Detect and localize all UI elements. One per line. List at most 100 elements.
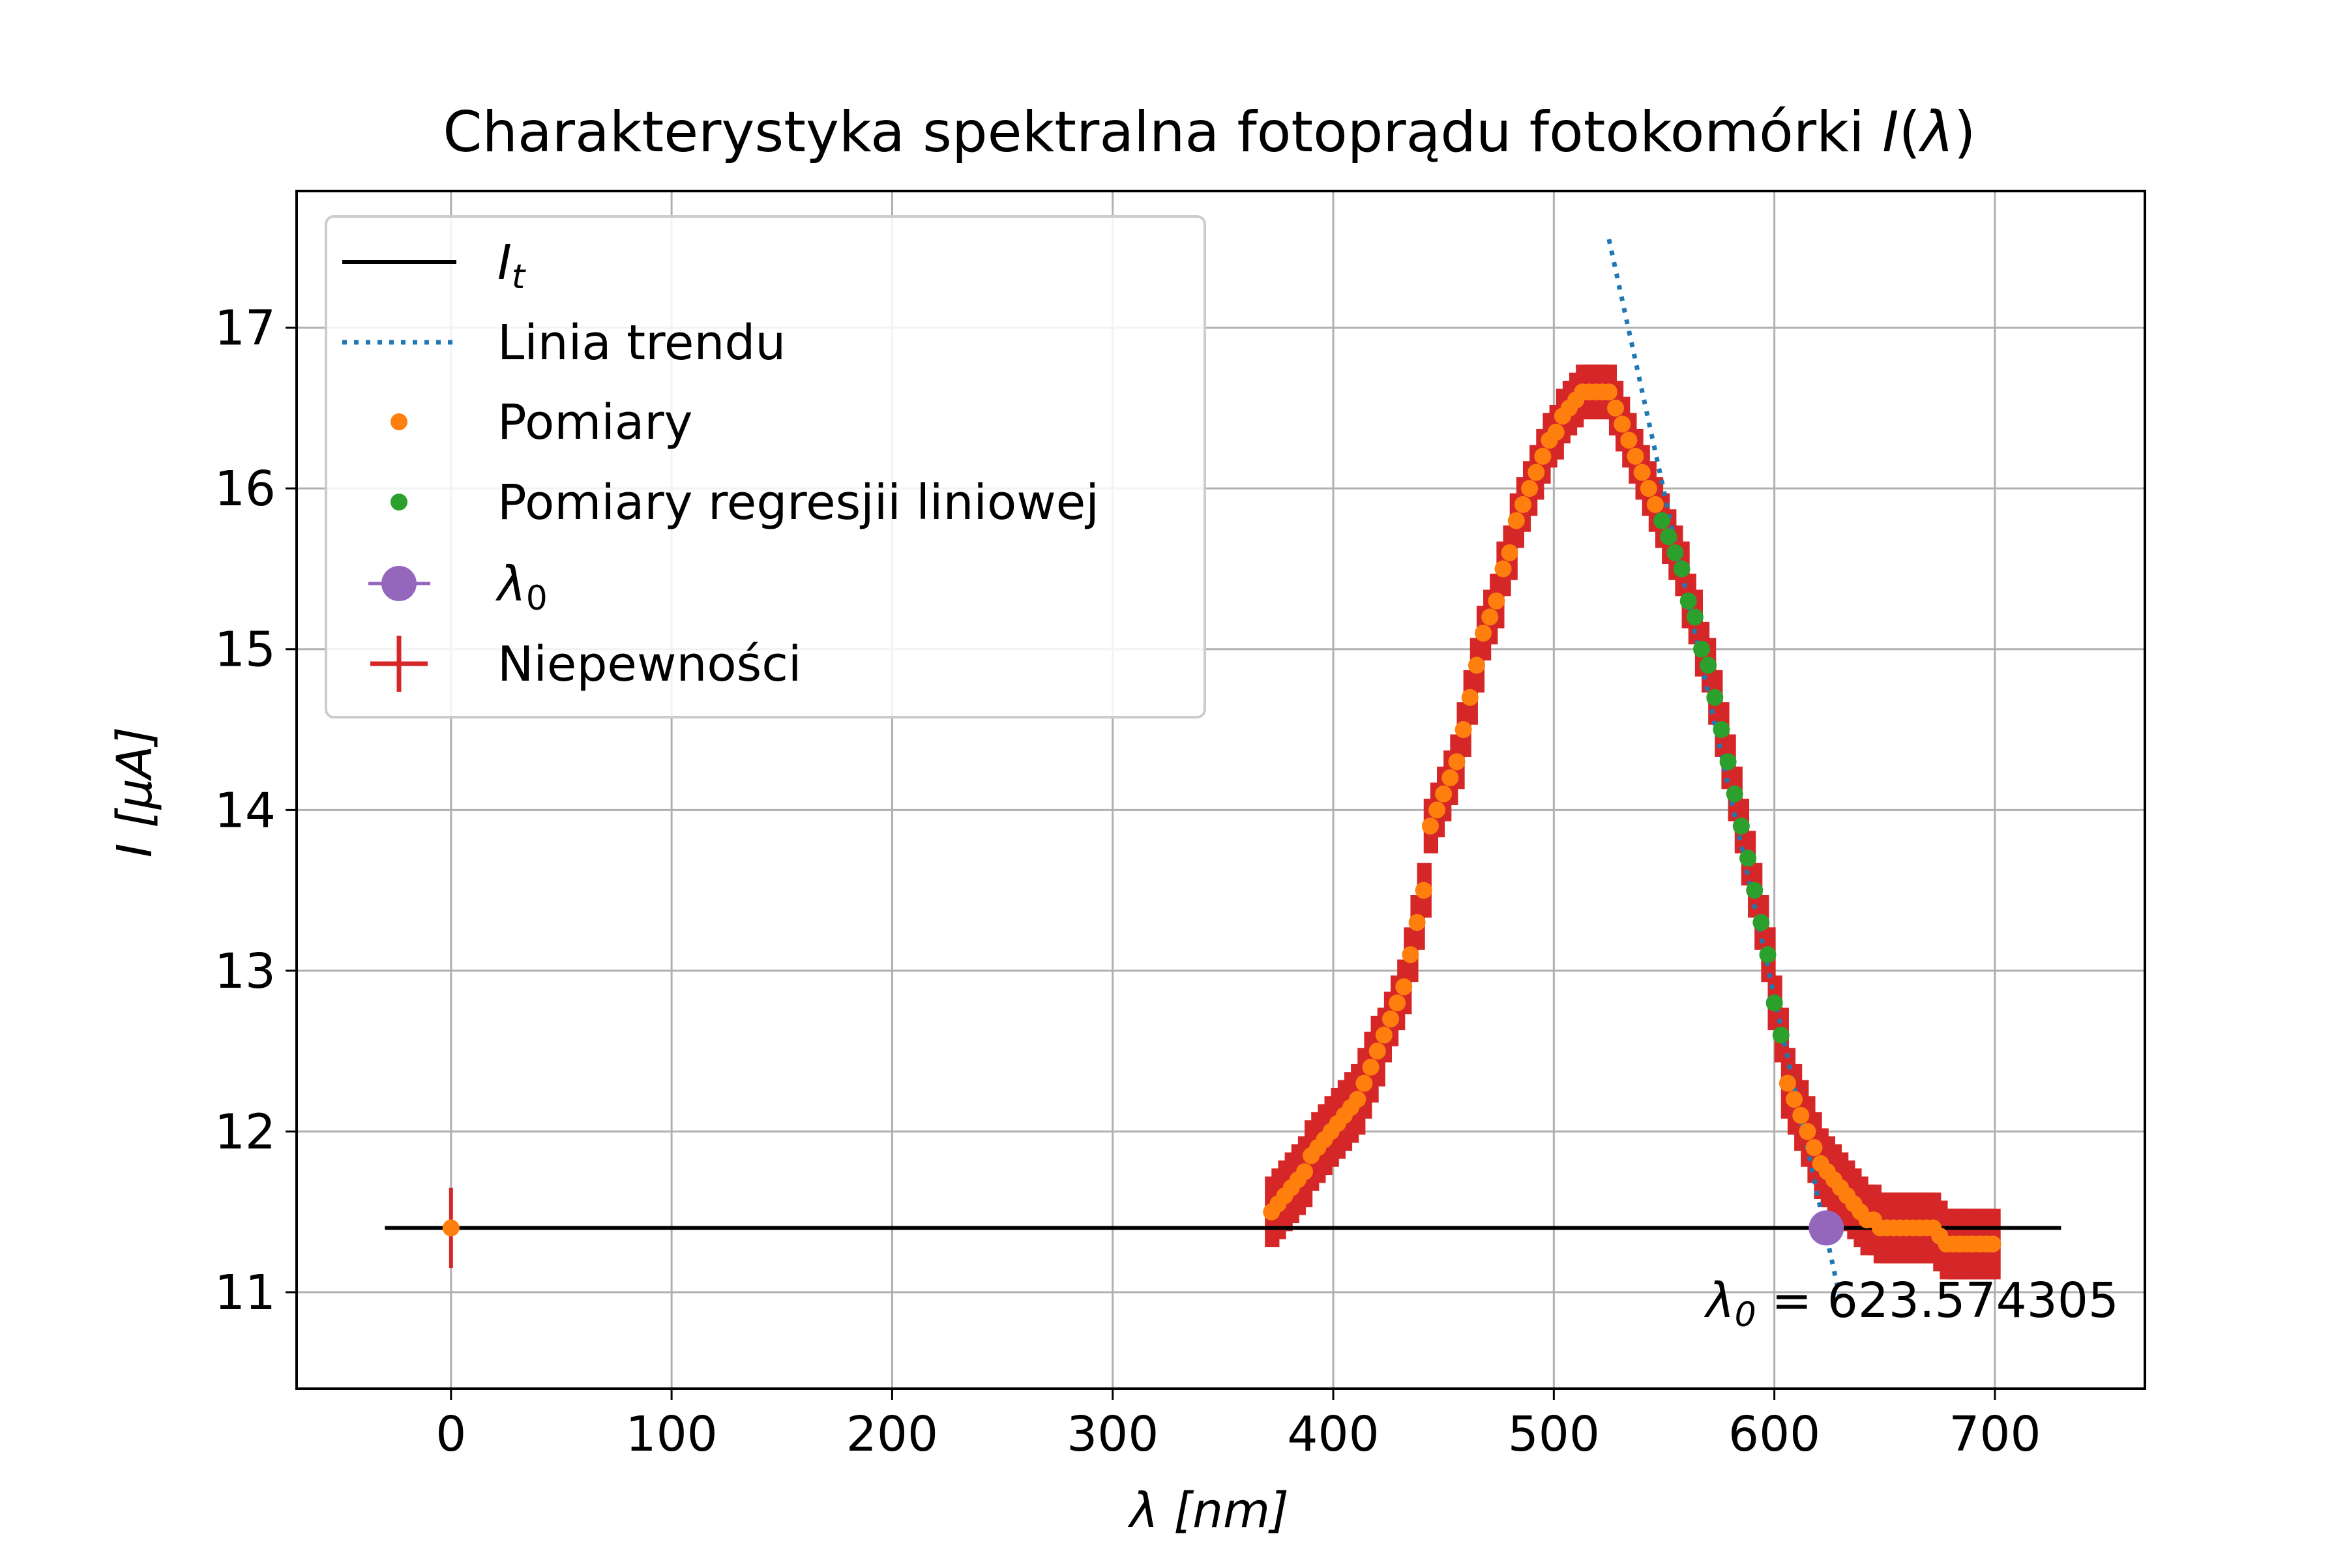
pomiary-point bbox=[1494, 560, 1512, 578]
y-tick-label: 14 bbox=[214, 782, 276, 838]
y-tick-label: 11 bbox=[214, 1265, 276, 1321]
pomiary-point bbox=[1514, 496, 1531, 513]
pomiary-point bbox=[1421, 817, 1439, 835]
pomiary-point bbox=[1481, 608, 1499, 626]
tick-layer: 0 100 200 300 400 500 600 700 11 12 13 14 15 16 17 bbox=[214, 301, 2041, 1462]
grid-layer bbox=[297, 191, 2145, 1389]
regresja-point bbox=[1673, 560, 1690, 578]
plot-frame bbox=[295, 190, 2146, 1390]
pomiary-point bbox=[1296, 1163, 1314, 1181]
regresja-point bbox=[1666, 544, 1684, 561]
legend-marker-pomiary bbox=[391, 413, 407, 430]
pomiary-point bbox=[1786, 1091, 1803, 1108]
pomiary-point bbox=[1355, 1074, 1373, 1092]
regresja-point bbox=[1726, 785, 1743, 803]
pomiary-point bbox=[1381, 1010, 1399, 1028]
pomiary-point bbox=[1805, 1139, 1823, 1157]
pomiary-point bbox=[1779, 1074, 1796, 1092]
y-tick-label: 17 bbox=[214, 301, 276, 357]
pomiary-point bbox=[1461, 688, 1479, 706]
x-tick-label: 400 bbox=[1287, 1406, 1379, 1462]
pomiary-point bbox=[1362, 1058, 1380, 1076]
regresja-point bbox=[1660, 528, 1677, 546]
y-tick-label: 16 bbox=[214, 461, 276, 517]
x-tick-label: 700 bbox=[1949, 1406, 2041, 1462]
pomiary-point bbox=[1640, 480, 1657, 497]
data-layer bbox=[385, 239, 2061, 1301]
pomiary-point bbox=[1375, 1026, 1393, 1044]
legend-label-trend: Linia trendu bbox=[497, 315, 786, 371]
y-tick-label: 12 bbox=[214, 1104, 276, 1160]
pomiary-point bbox=[1620, 432, 1638, 449]
pomiary-point bbox=[1792, 1106, 1810, 1124]
regresja-point bbox=[1679, 592, 1697, 610]
legend-label-pomiary: Pomiary bbox=[497, 394, 692, 451]
pomiary-point bbox=[1646, 496, 1664, 513]
pomiary-point bbox=[1607, 399, 1625, 417]
regresja-point bbox=[1653, 512, 1671, 529]
legend-label-regresja: Pomiary regresjii liniowej bbox=[497, 475, 1099, 531]
legend-label-niepewnosci: Niepewności bbox=[497, 636, 801, 692]
x-tick-label: 500 bbox=[1508, 1406, 1600, 1462]
legend-label-lambda0: λ0 bbox=[495, 556, 548, 618]
pomiary-point bbox=[1799, 1123, 1816, 1140]
pomiary-point bbox=[442, 1219, 460, 1237]
regresja-point bbox=[1719, 753, 1737, 771]
regresja-point bbox=[1700, 657, 1717, 674]
regresja-point bbox=[1732, 817, 1750, 835]
regresja-point bbox=[1693, 640, 1711, 658]
pomiary-point bbox=[1547, 423, 1565, 441]
pomiary-point bbox=[1984, 1235, 2001, 1253]
pomiary-point bbox=[1441, 769, 1459, 787]
y-tick-label: 13 bbox=[214, 943, 276, 999]
pomiary-point bbox=[1633, 464, 1651, 481]
legend-marker-lambda0 bbox=[381, 566, 417, 601]
pomiary-point bbox=[1349, 1091, 1366, 1108]
lambda0-annotation: λ0 = 623.574305 bbox=[1704, 1273, 2119, 1335]
x-tick-label: 300 bbox=[1067, 1406, 1159, 1462]
y-axis-label: I [μA] bbox=[107, 727, 163, 858]
regresja-point bbox=[1752, 913, 1770, 931]
y-tick-label: 15 bbox=[214, 622, 276, 678]
regresja-point bbox=[1765, 994, 1783, 1012]
x-tick-label: 100 bbox=[625, 1406, 717, 1462]
legend: It Linia trendu Pomiary Pomiary regresji… bbox=[325, 215, 1206, 718]
pomiary-point bbox=[1614, 415, 1631, 433]
pomiary-point bbox=[1501, 544, 1518, 561]
regresja-point bbox=[1686, 608, 1704, 626]
chart-title: Charakterystyka spektralna fotoprądu fot… bbox=[443, 100, 1975, 165]
pomiary-point bbox=[1627, 447, 1644, 465]
pomiary-point bbox=[1528, 464, 1545, 481]
pomiary-point bbox=[1468, 657, 1485, 674]
x-tick-label: 200 bbox=[846, 1406, 938, 1462]
legend-box bbox=[325, 215, 1206, 718]
pomiary-point bbox=[1415, 881, 1432, 899]
pomiary-point bbox=[1448, 753, 1466, 771]
pomiary-point bbox=[1402, 946, 1419, 964]
regresja-point bbox=[1739, 850, 1757, 867]
x-tick-label: 0 bbox=[435, 1406, 466, 1462]
pomiary-point bbox=[1368, 1043, 1386, 1060]
pomiary-point bbox=[1435, 785, 1453, 803]
pomiary-point bbox=[1488, 592, 1505, 610]
pomiary-point bbox=[1454, 721, 1472, 739]
x-axis-label: λ [nm] bbox=[1127, 1483, 1289, 1539]
x-tick-label: 600 bbox=[1728, 1406, 1820, 1462]
regresja-point bbox=[1759, 946, 1777, 964]
regresja-point bbox=[1713, 721, 1730, 739]
regresja-point bbox=[1772, 1026, 1790, 1044]
legend-marker-regresja bbox=[391, 494, 407, 510]
lambda0-point bbox=[1808, 1210, 1844, 1246]
pomiary-point bbox=[1475, 625, 1492, 642]
pomiary-point bbox=[1428, 801, 1446, 819]
pomiary-point bbox=[1507, 512, 1525, 529]
pomiary-point bbox=[1600, 383, 1617, 401]
pomiary-point bbox=[1395, 978, 1413, 996]
pomiary-point bbox=[1389, 994, 1406, 1012]
regresja-point bbox=[1706, 688, 1724, 706]
pomiary-point bbox=[1521, 480, 1539, 497]
regresja-point bbox=[1746, 881, 1764, 899]
legend-label-it: It bbox=[497, 235, 526, 297]
